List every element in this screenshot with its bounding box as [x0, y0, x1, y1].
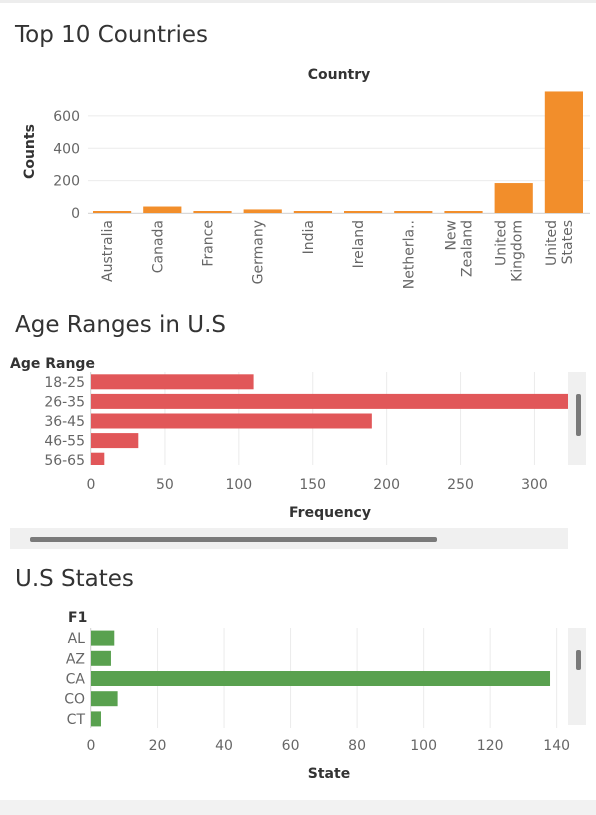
y-tick-label: 0: [71, 206, 80, 222]
top-border: [0, 0, 596, 3]
x-tick-label: 0: [87, 477, 96, 493]
row-label: CT: [67, 712, 86, 728]
states-vertical-scrollbar[interactable]: [568, 628, 586, 725]
x-tick-label: France: [201, 220, 217, 267]
x-tick-label: 60: [282, 738, 300, 754]
y-tick-label: 200: [53, 174, 80, 190]
row-label: 36-45: [44, 414, 85, 430]
x-tick-label: 40: [215, 738, 233, 754]
states-vertical-scroll-thumb[interactable]: [576, 650, 581, 670]
x-tick-label: Canada: [150, 220, 166, 273]
bar-canada: [143, 206, 182, 213]
x-tick-label: States: [560, 220, 576, 264]
countries-chart[interactable]: Country Counts 0 200 400 600 Australia Canada Fr…: [0, 60, 596, 300]
row-label: AL: [68, 631, 86, 647]
bar-australia: [93, 211, 132, 213]
x-tick-label: 150: [299, 477, 326, 493]
x-tick-label: 200: [373, 477, 400, 493]
bar-new-zealand: [444, 211, 483, 213]
bar-56-65: [91, 452, 105, 465]
states-chart[interactable]: F1 AL AZ CA CO CT0 20 40 60 80 100 120 140 State: [0, 605, 596, 785]
x-tick-label: Germany: [251, 220, 267, 284]
x-tick-label: 140: [543, 738, 570, 754]
bar-france: [193, 211, 232, 213]
bottom-border: [0, 800, 596, 815]
row-label: AZ: [66, 651, 85, 667]
x-tick-label: 100: [225, 477, 252, 493]
x-tick-label: 300: [521, 477, 548, 493]
ages-horizontal-scrollbar[interactable]: [10, 528, 568, 549]
x-tick-label: India: [301, 220, 317, 254]
x-tick-label: Kingdom: [510, 220, 526, 282]
x-tick-label: Netherla..: [401, 220, 417, 289]
bar-india: [293, 211, 332, 213]
y-axis-label: Counts: [22, 124, 38, 179]
y-tick-label: 400: [53, 141, 80, 157]
x-tick-label: New: [444, 220, 460, 251]
row-label: CA: [66, 672, 86, 688]
x-tick-label: 120: [477, 738, 504, 754]
bar-al: [91, 630, 115, 646]
bar-ireland: [344, 211, 383, 213]
bar-az: [91, 650, 111, 666]
x-tick-label: 250: [447, 477, 474, 493]
x-tick-label: United: [544, 220, 560, 266]
bar-ct: [91, 711, 101, 727]
bar-netherla-: [394, 211, 433, 213]
ages-rows: 18-25 26-35 36-45 46-55 56-65: [44, 374, 570, 469]
states-title: U.S States: [15, 566, 134, 592]
country-column-header: Country: [308, 67, 371, 83]
bar-co: [91, 691, 118, 707]
x-tick-label: 100: [410, 738, 437, 754]
ages-row-header: Age Range: [10, 356, 95, 372]
bar-18-25: [91, 374, 254, 390]
bar-36-45: [91, 413, 372, 429]
bar-26-35: [91, 393, 570, 409]
x-tick-label: 50: [156, 477, 174, 493]
y-tick-label: 600: [53, 109, 80, 125]
row-label: 18-25: [44, 375, 85, 391]
row-label: 56-65: [44, 453, 85, 469]
states-rows: AL AZ CA CO CT: [64, 630, 551, 728]
x-tick-label: United: [494, 220, 510, 266]
x-tick-label: 0: [87, 738, 96, 754]
ages-x-axis-label: Frequency: [289, 505, 371, 521]
row-label: 46-55: [44, 434, 85, 450]
bar-ca: [91, 671, 551, 686]
ages-vertical-scroll-thumb[interactable]: [576, 394, 581, 436]
countries-title: Top 10 Countries: [15, 22, 208, 48]
bar-46-55: [91, 433, 139, 449]
states-x-axis-label: State: [308, 766, 350, 782]
bar-united-states: [544, 91, 583, 213]
row-label: 26-35: [44, 394, 85, 410]
x-tick-label: Zealand: [460, 220, 476, 277]
x-tick-label: 80: [348, 738, 366, 754]
x-tick-label: Australia: [100, 220, 116, 282]
ages-vertical-scrollbar[interactable]: [568, 372, 586, 465]
x-tick-label: 20: [149, 738, 167, 754]
x-tick-label: Ireland: [351, 220, 367, 268]
states-row-header: F1: [68, 610, 87, 626]
ages-title: Age Ranges in U.S: [15, 312, 227, 338]
ages-chart[interactable]: Age Range 18-25 26-35 36-45 46-55 56-650 50 100…: [0, 350, 596, 521]
ages-horizontal-scroll-thumb[interactable]: [30, 537, 437, 542]
row-label: CO: [64, 692, 85, 708]
bar-germany: [243, 209, 282, 213]
bar-united-kingdom: [494, 183, 533, 213]
